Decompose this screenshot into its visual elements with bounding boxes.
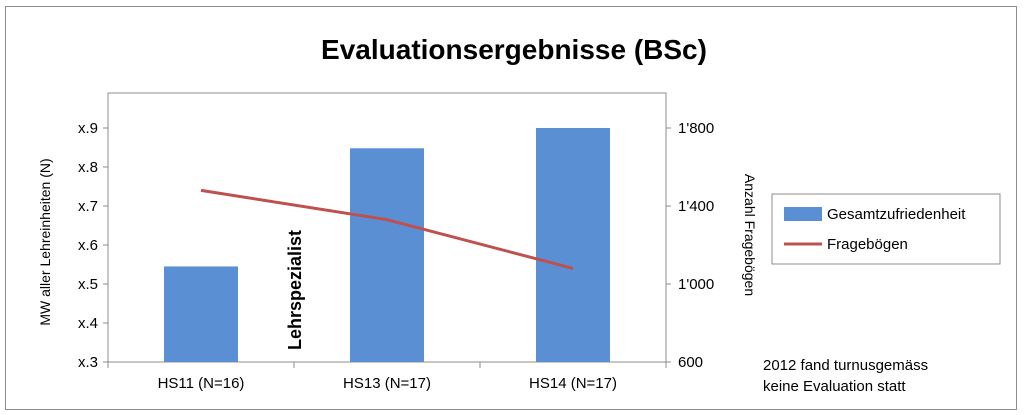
bar <box>164 266 238 362</box>
note-line-1: 2012 fand turnusgemäss <box>763 357 928 374</box>
x-tick-label: HS14 (N=17) <box>529 375 617 392</box>
y-left-tick-label: x.7 <box>78 198 98 215</box>
plot-area: x.3 x.4 x.5 x.6 x.7 x.8 x.9 600 1'000 1'400 1'800 H… <box>78 92 714 392</box>
y-left-tick-label: x.3 <box>78 354 98 371</box>
y-right-axis-label: Anzahl Fragebögen <box>742 174 758 296</box>
legend-label-frageboegen: Fragebögen <box>827 236 908 253</box>
lehrspezialist-annotation: Lehrspezialist <box>285 230 305 350</box>
y-left-tick-label: x.6 <box>78 237 98 254</box>
y-left-axis-label: MW aller Lehreinheiten (N) <box>37 158 53 325</box>
y-right-tick-label: 1'000 <box>678 276 714 293</box>
legend-swatch-bar <box>784 207 822 221</box>
y-left-tick-label: x.5 <box>78 276 98 293</box>
note-line-2: keine Evaluation statt <box>763 378 906 395</box>
chart-title: Evaluationsergebnisse (BSc) <box>321 34 707 65</box>
y-right-tick-label: 600 <box>678 354 703 371</box>
y-left-tick-label: x.4 <box>78 315 98 332</box>
x-tick-label: HS11 (N=16) <box>158 375 245 392</box>
legend: Gesamtzufriedenheit Fragebögen <box>771 193 1001 265</box>
legend-label-gesamtzufriedenheit: Gesamtzufriedenheit <box>827 206 966 223</box>
bar <box>350 148 424 362</box>
y-left-tick-label: x.9 <box>78 120 98 137</box>
y-left-tick-label: x.8 <box>78 159 98 176</box>
legend-box <box>771 193 1001 265</box>
y-right-tick-label: 1'400 <box>678 198 714 215</box>
y-right-tick-label: 1'800 <box>678 120 714 137</box>
x-tick-label: HS13 (N=17) <box>343 375 431 392</box>
bar <box>536 128 610 362</box>
